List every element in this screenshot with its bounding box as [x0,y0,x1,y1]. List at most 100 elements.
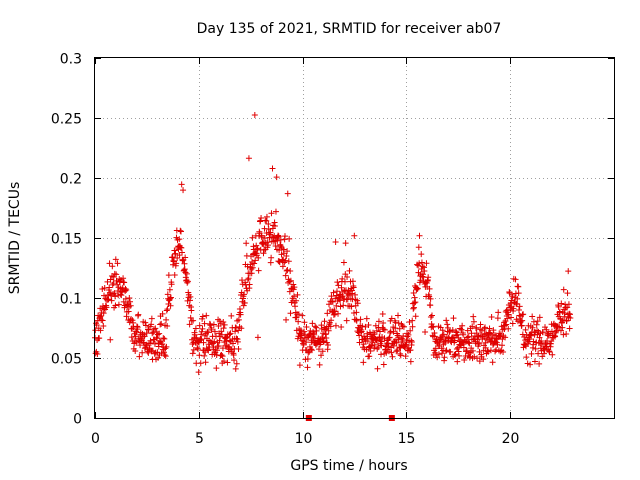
data-point [335,282,342,289]
data-point [181,260,188,267]
data-point [375,318,382,325]
data-point [412,299,419,306]
data-point [348,303,355,310]
data-point [489,359,496,366]
data-point [488,313,495,320]
data-point [389,353,396,360]
data-point [235,345,242,352]
data-point [523,354,530,361]
data-point [275,232,282,239]
data-point [371,331,378,338]
data-point [155,354,162,361]
y-tick-label: 0 [73,412,82,428]
data-point [482,324,489,331]
data-point [482,339,489,346]
data-point [196,322,203,329]
data-point [216,337,223,344]
data-point [565,301,572,308]
data-point [558,300,565,307]
data-point [469,323,476,330]
data-point [199,325,206,332]
data-point [220,318,227,325]
x-tick-label: 5 [195,431,204,447]
data-point [514,295,521,302]
data-point [213,365,220,372]
data-point [560,331,567,338]
data-point [282,257,289,264]
data-point [446,328,453,335]
data-point [164,306,171,313]
data-point [468,330,475,337]
data-point [136,353,143,360]
data-point [164,322,171,329]
data-point [260,250,267,257]
data-point [202,359,209,366]
y-tick-label: 0.15 [51,232,82,248]
data-point [522,326,529,333]
data-point [147,340,154,347]
data-point [499,342,506,349]
data-point [309,320,316,327]
data-point [151,340,158,347]
data-point [167,294,174,301]
data-point [388,349,395,356]
data-point [292,303,299,310]
data-point [111,290,118,297]
data-point [150,326,157,333]
data-point [563,330,570,337]
data-point [329,298,336,305]
data-point [261,225,268,232]
data-point [530,318,537,325]
data-point [142,319,149,326]
data-point [536,360,543,367]
data-point [156,330,163,337]
data-point [309,347,316,354]
data-point [556,324,563,331]
data-point [241,291,248,298]
data-point [464,334,471,341]
data-point [474,334,481,341]
data-points [92,111,574,376]
data-point [519,331,526,338]
y-tick-label: 0.1 [60,292,82,308]
data-point [106,260,113,267]
data-point [494,341,501,348]
data-point [363,315,370,322]
y-axis-ticks: 0 0.05 0.1 0.15 0.2 0.25 0.3 [51,52,614,428]
data-point [354,300,361,307]
data-point [107,336,114,343]
data-point [447,348,454,355]
data-point [360,341,367,348]
data-point [415,244,422,251]
data-point [543,326,550,333]
data-point [129,317,136,324]
data-point [232,365,239,372]
data-point [307,346,314,353]
x-tick-label: 20 [502,431,520,447]
data-point [440,331,447,338]
data-point [96,313,103,320]
data-point [163,316,170,323]
data-point [299,312,306,319]
data-point [94,351,101,358]
data-point [158,320,165,327]
data-point [332,322,339,329]
data-point [159,341,166,348]
data-point [254,245,261,252]
data-point [255,254,262,261]
data-point [132,333,139,340]
data-point [258,233,265,240]
data-point [313,327,320,334]
data-point [316,361,323,368]
data-point [559,324,566,331]
data-point [406,319,413,326]
data-point [304,364,311,371]
data-point [426,285,433,292]
data-point [214,347,221,354]
data-point [409,323,416,330]
data-point [515,290,522,297]
data-point [358,328,365,335]
data-point [418,251,425,258]
data-point [542,324,549,331]
